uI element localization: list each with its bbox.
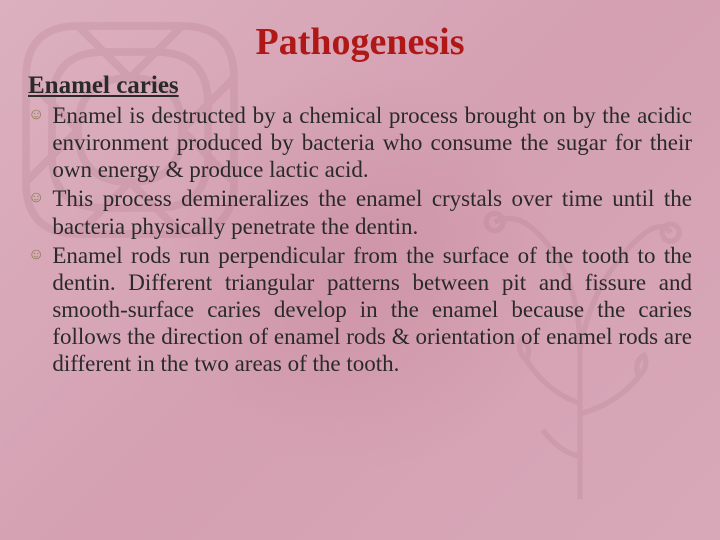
smiley-bullet-icon: ☺	[28, 189, 44, 207]
bullet-list: ☺ Enamel is destructed by a chemical pro…	[28, 102, 692, 377]
bullet-text: Enamel is destructed by a chemical proce…	[52, 102, 692, 183]
slide-subtitle: Enamel caries	[28, 72, 692, 100]
smiley-bullet-icon: ☺	[28, 246, 44, 264]
slide-title: Pathogenesis	[28, 20, 692, 64]
bullet-text: This process demineralizes the enamel cr…	[52, 185, 692, 239]
list-item: ☺ Enamel rods run perpendicular from the…	[28, 242, 692, 378]
smiley-bullet-icon: ☺	[28, 106, 44, 124]
bullet-text: Enamel rods run perpendicular from the s…	[52, 242, 692, 378]
list-item: ☺ Enamel is destructed by a chemical pro…	[28, 102, 692, 183]
slide-content: Pathogenesis Enamel caries ☺ Enamel is d…	[0, 0, 720, 399]
list-item: ☺ This process demineralizes the enamel …	[28, 185, 692, 239]
